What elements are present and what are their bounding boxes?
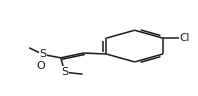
Text: S: S [61,67,68,77]
Text: S: S [39,49,47,60]
Text: O: O [37,61,45,71]
Text: Cl: Cl [180,33,190,43]
